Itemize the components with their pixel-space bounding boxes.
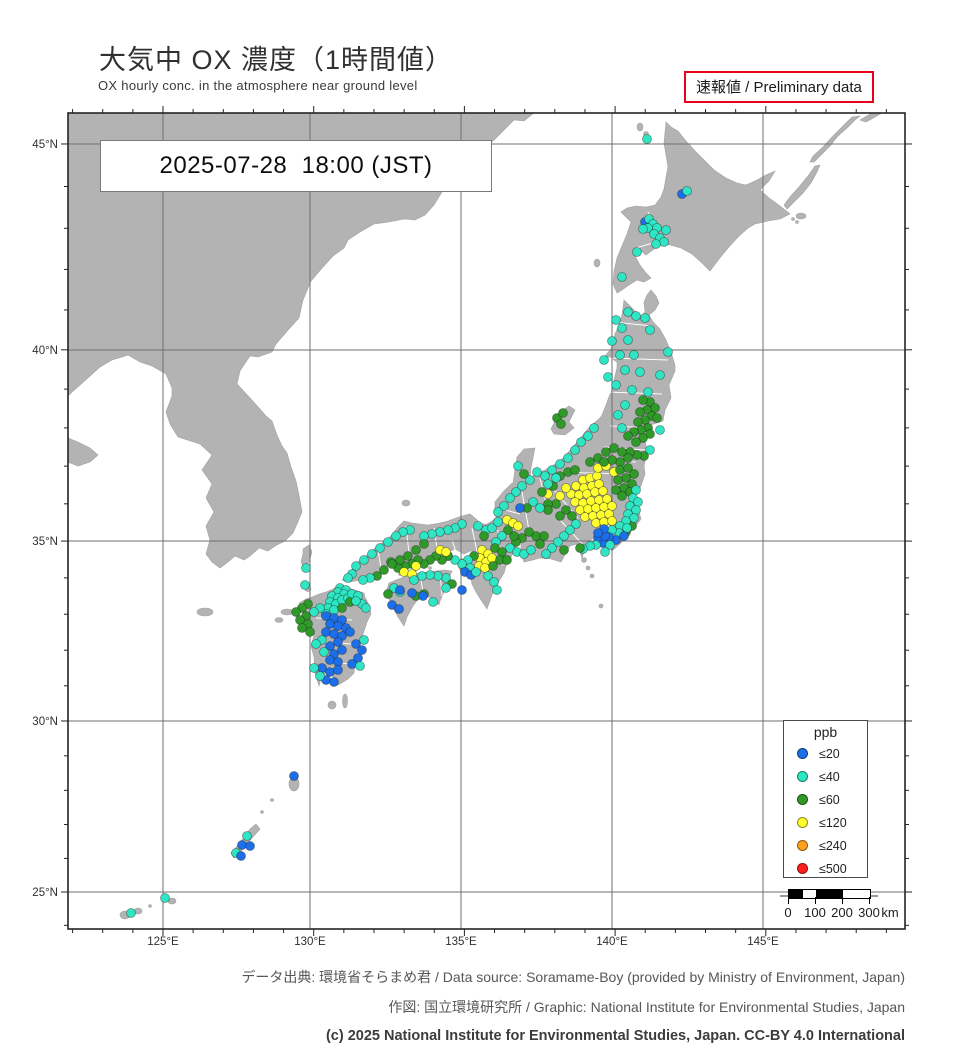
goto-islands-2 (274, 617, 284, 623)
scale-bar-number: 300 (858, 905, 880, 920)
tanegashima-island (342, 693, 348, 709)
izu-islet-2 (589, 573, 595, 579)
kunashir-island (783, 164, 821, 210)
legend-color-dot (797, 863, 808, 874)
timestamp-box: 2025-07-28 18:00 (JST) (100, 140, 492, 192)
map-frame (67, 112, 906, 930)
izu-oshima-island (581, 557, 587, 563)
izu-islet (585, 565, 591, 571)
station-dots (126, 134, 692, 918)
legend-item: ≤500 (784, 857, 867, 880)
footer-data-source: データ出典: 環境省そらまめ君 / Data source: Soramame-… (241, 969, 905, 985)
izu-islet-3 (598, 603, 604, 609)
seto-islet-3 (428, 566, 432, 570)
continent-landmass (68, 113, 535, 569)
legend-color-dot (797, 840, 808, 851)
page-subtitle: OX hourly conc. in the atmosphere near g… (98, 78, 418, 93)
timestamp-text: 2025-07-28 18:00 (JST) (159, 152, 433, 179)
footer-copyright: (c) 2025 National Institute for Environm… (325, 1028, 905, 1044)
shandong-landmass (68, 437, 99, 467)
lat-axis-label: 45°N (32, 139, 58, 151)
axis-ticks (61, 106, 912, 936)
scale-bar-segments (788, 889, 871, 899)
scale-bar: 0 100 200 300 km (780, 884, 915, 924)
habomai-islet-2 (795, 220, 799, 224)
lat-axis-label: 40°N (32, 345, 58, 357)
ryukyu-islet (148, 904, 152, 908)
legend-items: ≤20 ≤40 ≤60 ≤120 ≤240 ≤500 (784, 742, 867, 880)
page-title: 大気中 OX 濃度（1時間値） (99, 45, 454, 75)
legend: ppb ≤20 ≤40 ≤60 ≤120 ≤240 ≤500 (783, 720, 868, 878)
legend-item: ≤240 (784, 834, 867, 857)
legend-color-dot (797, 748, 808, 759)
legend-item-label: ≤240 (819, 838, 847, 853)
legend-item-label: ≤120 (819, 815, 847, 830)
lon-axis-label: 140°E (596, 936, 628, 948)
lat-axis-label: 30°N (32, 716, 58, 728)
shikotan-island (795, 212, 807, 220)
legend-item-label: ≤500 (819, 861, 847, 876)
rishiri-island (636, 122, 644, 132)
lat-axis-label: 25°N (32, 887, 58, 899)
lat-axis-label: 35°N (32, 536, 58, 548)
legend-color-dot (797, 771, 808, 782)
scale-bar-number: 100 (804, 905, 826, 920)
axis-labels: 125°E 130°E 135°E 140°E 145°E 45°N 40°N 35°N 30°… (32, 139, 779, 948)
legend-item-label: ≤20 (819, 746, 840, 761)
legend-color-dot (797, 817, 808, 828)
scale-bar-number: 0 (784, 905, 792, 920)
legend-title: ppb (813, 724, 838, 740)
lon-axis-label: 135°E (445, 936, 477, 948)
footer-graphic-credit: 作図: 国立環境研究所 / Graphic: National Institut… (388, 999, 905, 1015)
okushiri-island (593, 258, 601, 268)
oki-islands (401, 499, 411, 507)
scale-bar-number: 200 (831, 905, 853, 920)
lon-axis-label: 125°E (147, 936, 179, 948)
lon-axis-label: 145°E (747, 936, 779, 948)
legend-item: ≤20 (784, 742, 867, 765)
lon-axis-label: 130°E (294, 936, 326, 948)
preliminary-data-badge: 速報値 / Preliminary data (684, 71, 874, 103)
kuril-ne-island (859, 113, 883, 123)
legend-item-label: ≤40 (819, 769, 840, 784)
legend-color-dot (797, 794, 808, 805)
ryukyu-islet-2 (270, 798, 274, 802)
legend-item: ≤60 (784, 788, 867, 811)
habomai-islet (791, 217, 795, 221)
hokkaido-landmass (612, 121, 791, 294)
legend-item: ≤40 (784, 765, 867, 788)
ryukyu-islet-3 (260, 810, 264, 814)
jeju-island (196, 607, 214, 617)
scale-bar-unit: km (881, 905, 899, 920)
yakushima-island (327, 700, 337, 710)
legend-item-label: ≤60 (819, 792, 840, 807)
legend-item: ≤120 (784, 811, 867, 834)
